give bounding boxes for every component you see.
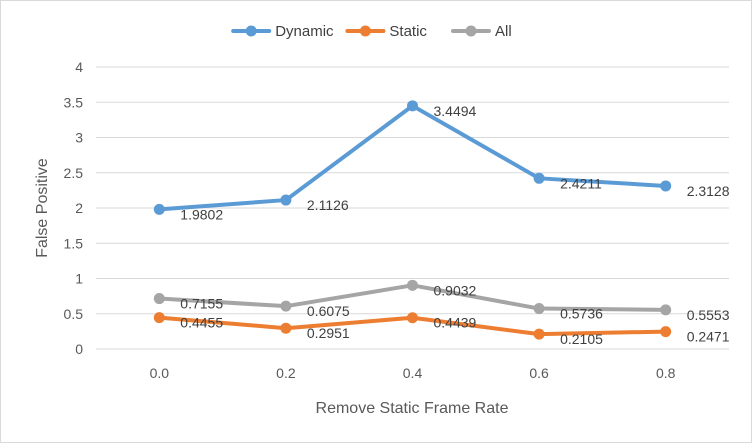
data-label-all: 0.7155 bbox=[180, 296, 223, 312]
data-point-dynamic bbox=[153, 203, 165, 215]
y-tick-label: 2.5 bbox=[64, 165, 84, 181]
x-axis-label: Remove Static Frame Rate bbox=[316, 400, 509, 417]
data-point-static bbox=[407, 312, 418, 324]
data-point-all bbox=[407, 279, 418, 291]
y-tick-label: 3 bbox=[75, 130, 83, 146]
series-points bbox=[153, 100, 672, 340]
data-point-static bbox=[153, 312, 165, 324]
x-axis-ticks: 0.0 0.2 0.4 0.6 0.8 bbox=[150, 365, 676, 381]
data-point-static bbox=[280, 322, 292, 334]
data-label-all: 0.5553 bbox=[687, 307, 730, 323]
legend-label: Static bbox=[389, 23, 427, 40]
x-tick-label: 0.8 bbox=[656, 365, 676, 381]
series-lines bbox=[157, 103, 668, 337]
data-point-dynamic bbox=[407, 100, 418, 112]
y-tick-label: 1.5 bbox=[64, 235, 84, 251]
data-point-all bbox=[533, 303, 545, 315]
legend-item-dynamic: Dynamic bbox=[231, 23, 334, 40]
data-label-all: 0.6075 bbox=[307, 303, 350, 319]
data-label-static: 0.2951 bbox=[307, 325, 350, 341]
data-point-all bbox=[280, 300, 292, 312]
y-tick-label: 0.5 bbox=[64, 306, 84, 322]
y-tick-label: 4 bbox=[75, 59, 83, 75]
legend: Dynamic Static All bbox=[231, 23, 512, 40]
y-tick-label: 2 bbox=[75, 200, 83, 216]
data-point-dynamic bbox=[280, 194, 292, 206]
data-point-dynamic bbox=[533, 172, 545, 184]
y-axis-label: False Positive bbox=[34, 158, 51, 258]
y-tick-label: 1 bbox=[75, 271, 83, 287]
data-label-all: 0.5736 bbox=[560, 306, 603, 322]
x-tick-label: 0.6 bbox=[529, 365, 549, 381]
data-labels: 1.9802 2.1126 3.4494 2.4211 2.3128 0.4455 0.29… bbox=[180, 103, 729, 347]
x-tick-label: 0.0 bbox=[150, 365, 170, 381]
data-label-all: 0.9032 bbox=[434, 282, 477, 298]
data-label-dynamic: 1.9802 bbox=[180, 206, 223, 222]
series-line-dynamic bbox=[157, 103, 668, 212]
data-label-static: 0.2105 bbox=[560, 331, 603, 347]
x-tick-label: 0.2 bbox=[276, 365, 296, 381]
legend-item-static: Static bbox=[345, 23, 427, 40]
legend-swatch-marker bbox=[359, 25, 371, 37]
data-label-dynamic: 2.3128 bbox=[687, 183, 730, 199]
data-label-static: 0.4455 bbox=[180, 315, 223, 331]
legend-item-all: All bbox=[451, 23, 512, 40]
legend-swatch-marker bbox=[245, 25, 257, 37]
data-point-dynamic bbox=[660, 180, 672, 192]
y-axis-ticks: 0 0.5 1 1.5 2 2.5 3 3.5 4 bbox=[64, 59, 84, 357]
data-label-static: 0.2471 bbox=[687, 329, 730, 345]
legend-label: Dynamic bbox=[275, 23, 334, 40]
data-label-dynamic: 3.4494 bbox=[434, 103, 477, 119]
y-tick-label: 0 bbox=[75, 341, 83, 357]
legend-swatch-marker bbox=[465, 25, 477, 37]
data-label-dynamic: 2.1126 bbox=[307, 197, 349, 213]
data-label-dynamic: 2.4211 bbox=[560, 175, 602, 191]
data-label-static: 0.4439 bbox=[434, 315, 477, 331]
data-point-all bbox=[660, 304, 672, 316]
x-tick-label: 0.4 bbox=[403, 365, 423, 381]
data-point-static bbox=[533, 328, 545, 340]
y-tick-label: 3.5 bbox=[64, 94, 84, 110]
data-point-all bbox=[153, 293, 165, 305]
legend-label: All bbox=[495, 23, 512, 40]
data-point-static bbox=[660, 326, 672, 338]
